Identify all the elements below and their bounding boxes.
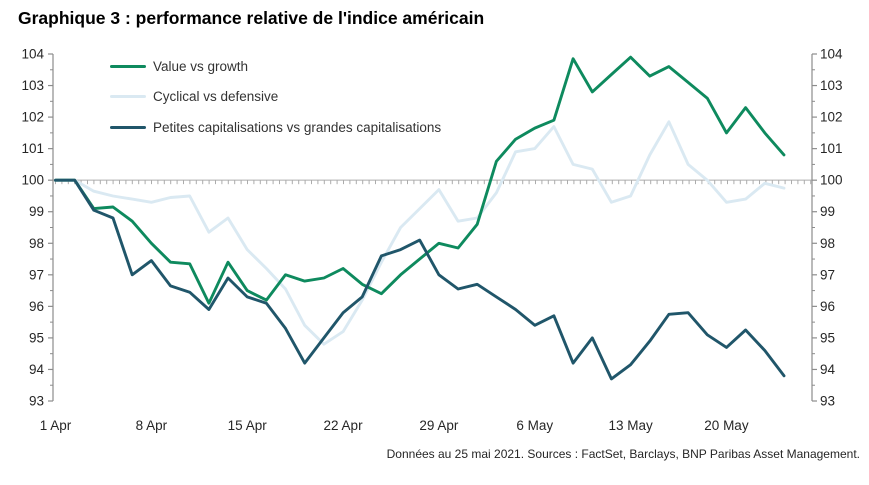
right-y-axis-label: 99 [820,204,835,219]
x-axis-label: 13 May [608,418,653,433]
right-y-axis-label: 104 [820,47,843,62]
left-y-axis-label: 95 [29,330,44,345]
left-y-axis-label: 98 [29,236,44,251]
right-y-axis-label: 97 [820,267,835,282]
legend-item-value-vs-growth: Value vs growth [110,57,441,75]
legend-label: Value vs growth [153,58,249,74]
legend-item-cyclical-vs-defensive: Cyclical vs defensive [110,88,441,106]
x-axis-label: 20 May [704,418,749,433]
value-vs-growth-line [54,55,786,305]
legend-label: Cyclical vs defensive [153,89,279,104]
left-y-axis-label: 101 [21,141,44,156]
right-y-axis-label: 94 [820,362,836,377]
right-y-axis-label: 102 [820,110,843,125]
x-axis-label: 1 Apr [40,418,72,433]
right-y-axis-label: 93 [820,394,835,409]
right-y-axis-label: 95 [820,330,835,345]
left-y-axis-label: 104 [21,47,44,62]
right-y-axis-label: 103 [820,78,843,93]
x-axis-label: 22 Apr [324,418,364,433]
petites-vs-grandes-line-swatch [110,125,146,129]
cyclical-vs-defensive-line-swatch [110,95,146,98]
left-y-axis-label: 100 [21,173,44,188]
left-y-axis-label: 94 [29,362,45,377]
left-y-axis-label: 99 [29,204,44,219]
left-y-axis-label: 103 [21,78,44,93]
value-vs-growth-line-swatch [110,64,146,68]
left-y-axis-label: 93 [29,394,44,409]
x-axis-label: 29 Apr [419,418,459,433]
right-y-axis-label: 100 [820,173,843,188]
right-y-axis-label: 101 [820,141,843,156]
petites-vs-grandes-line [54,178,786,381]
cyclical-vs-defensive-line [54,120,786,346]
left-y-axis-label: 96 [29,299,44,314]
x-axis-label: 6 May [516,418,553,433]
right-y-axis-label: 96 [820,299,835,314]
x-axis-label: 8 Apr [136,418,168,433]
legend-label: Petites capitalisations vs grandes capit… [153,119,442,135]
left-y-axis-label: 102 [21,110,44,125]
chart-title: Graphique 3 : performance relative de l'… [18,8,485,28]
x-axis-label: 15 Apr [228,418,268,433]
right-y-axis-label: 98 [820,236,835,251]
left-y-axis-label: 97 [29,267,44,282]
source-note: Données au 25 mai 2021. Sources : FactSe… [386,447,860,461]
legend-item-petites-vs-grandes: Petites capitalisations vs grandes capit… [110,118,441,136]
chart-legend: Value vs growth Cyclical vs defensive Pe… [110,57,441,149]
